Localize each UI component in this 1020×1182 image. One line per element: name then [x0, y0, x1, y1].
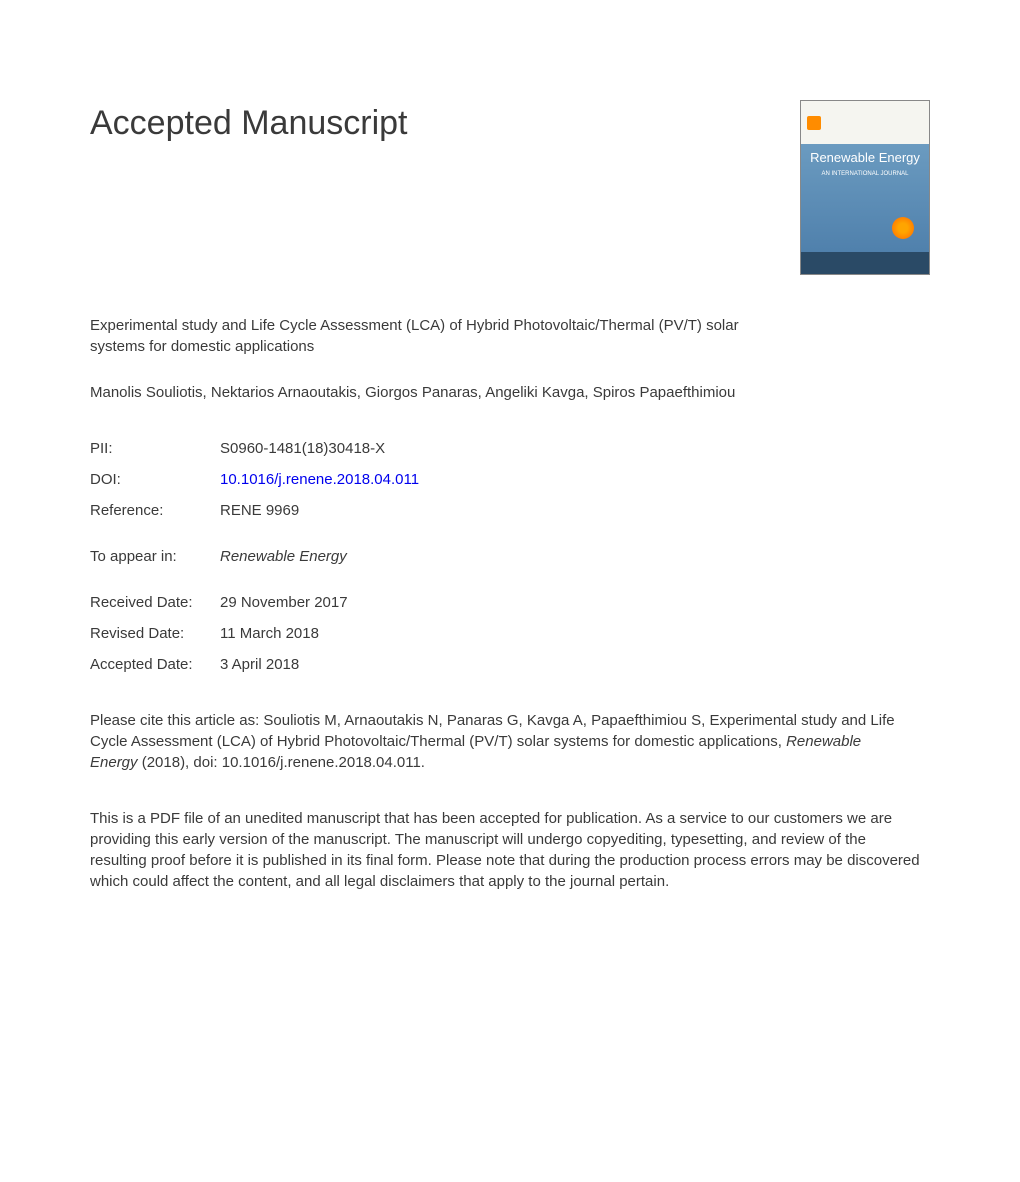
- cover-footer-bar: [801, 252, 929, 274]
- disclaimer-text: This is a PDF file of an unedited manusc…: [90, 808, 920, 892]
- revised-value: 11 March 2018: [220, 623, 319, 644]
- metadata-row-accepted: Accepted Date: 3 April 2018: [90, 654, 930, 675]
- metadata-row-received: Received Date: 29 November 2017: [90, 592, 930, 613]
- citation-prefix: Please cite this article as: Souliotis M…: [90, 712, 895, 750]
- cover-journal-title: Renewable Energy: [801, 149, 929, 167]
- accepted-value: 3 April 2018: [220, 654, 299, 675]
- doi-link[interactable]: 10.1016/j.renene.2018.04.011: [220, 469, 419, 490]
- metadata-row-reference: Reference: RENE 9969: [90, 500, 930, 521]
- header-row: Accepted Manuscript Renewable Energy AN …: [90, 100, 930, 275]
- to-appear-value: Renewable Energy: [220, 546, 347, 567]
- accepted-label: Accepted Date:: [90, 654, 220, 675]
- cover-top-bar: [801, 101, 929, 144]
- metadata-row-appear: To appear in: Renewable Energy: [90, 546, 930, 567]
- revised-label: Revised Date:: [90, 623, 220, 644]
- article-title: Experimental study and Life Cycle Assess…: [90, 315, 790, 357]
- article-authors: Manolis Souliotis, Nektarios Arnaoutakis…: [90, 382, 790, 403]
- reference-label: Reference:: [90, 500, 220, 521]
- received-label: Received Date:: [90, 592, 220, 613]
- metadata-row-revised: Revised Date: 11 March 2018: [90, 623, 930, 644]
- pii-value: S0960-1481(18)30418-X: [220, 438, 385, 459]
- citation-suffix: (2018), doi: 10.1016/j.renene.2018.04.01…: [138, 754, 425, 771]
- received-value: 29 November 2017: [220, 592, 348, 613]
- metadata-row-doi: DOI: 10.1016/j.renene.2018.04.011: [90, 469, 930, 490]
- citation-text: Please cite this article as: Souliotis M…: [90, 710, 910, 773]
- elsevier-logo-icon: [807, 116, 821, 130]
- metadata-row-pii: PII: S0960-1481(18)30418-X: [90, 438, 930, 459]
- journal-cover-thumbnail: Renewable Energy AN INTERNATIONAL JOURNA…: [800, 100, 930, 275]
- reference-value: RENE 9969: [220, 500, 299, 521]
- metadata-table: PII: S0960-1481(18)30418-X DOI: 10.1016/…: [90, 438, 930, 675]
- to-appear-label: To appear in:: [90, 546, 220, 567]
- pii-label: PII:: [90, 438, 220, 459]
- cover-journal-subtitle: AN INTERNATIONAL JOURNAL: [801, 170, 929, 178]
- doi-label: DOI:: [90, 469, 220, 490]
- page-title: Accepted Manuscript: [90, 100, 408, 148]
- cover-badge-icon: [892, 217, 914, 239]
